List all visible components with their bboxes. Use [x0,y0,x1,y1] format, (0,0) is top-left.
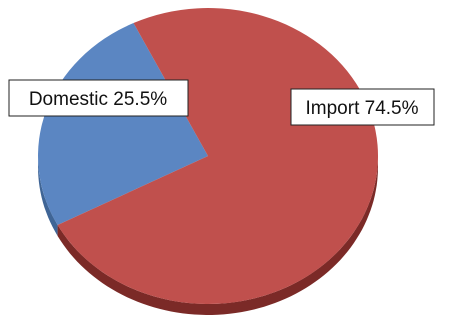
data-labels: Domestic 25.5% Import 74.5% [8,79,435,126]
pie-slices [38,8,379,305]
pie-slice-domestic [38,23,209,225]
pie-slice-import [57,8,379,305]
slice-label-domestic-text: Domestic 25.5% [29,89,167,110]
pie-sides [38,154,378,315]
slice-label-import-text: Import 74.5% [306,98,419,119]
slice-label-import: Import 74.5% [290,88,435,126]
slice-label-domestic: Domestic 25.5% [8,79,189,117]
pie-side-domestic [38,155,58,236]
